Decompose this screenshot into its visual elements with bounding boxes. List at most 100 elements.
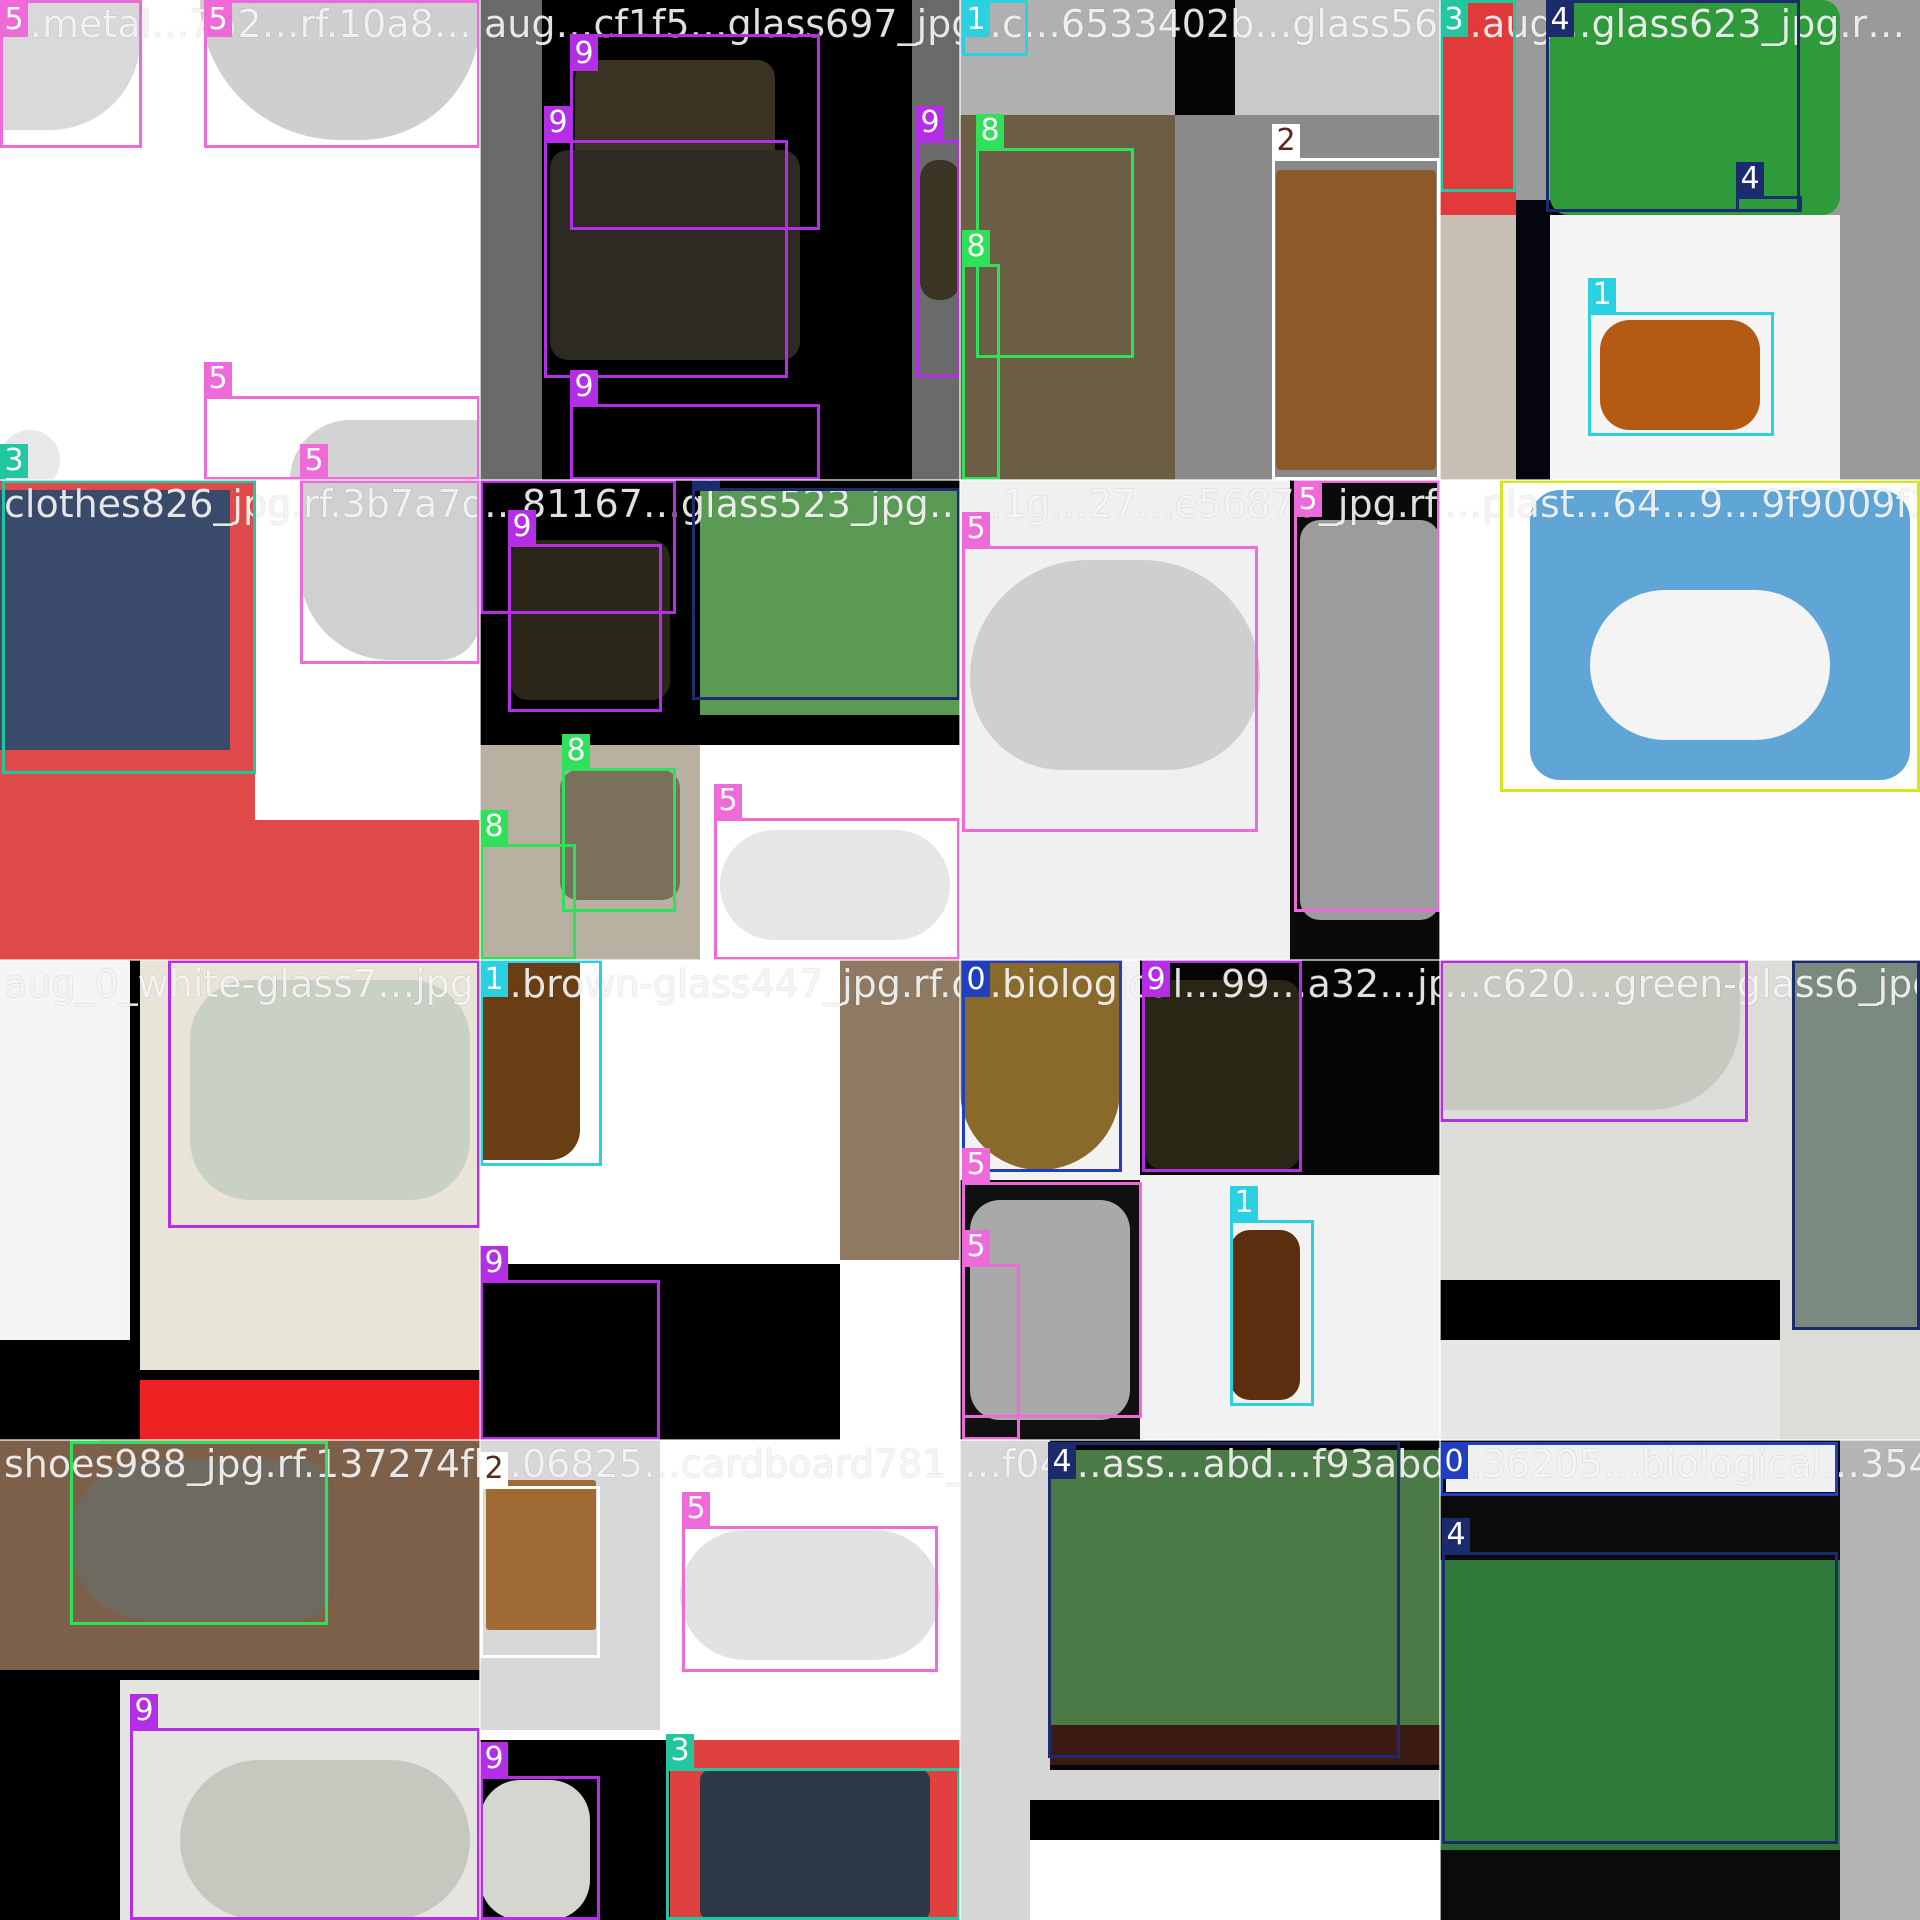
class-label: 5 [204,3,232,37]
black-region [1440,1280,1780,1340]
mosaic-tile: …metal…752…rf.10a8… 5 5 5 5 3 [0,0,480,480]
class-label: 1 [480,963,508,997]
mosaic-tile: …plast…64…9…9f9009f14 7 [1440,480,1920,960]
mosaic-tile: …06825…cardboard781_jpg.rf.ef… 2 5 9 3 [480,1440,960,1920]
class-label: 8 [562,734,590,768]
class-label: 1 [962,3,990,37]
mosaic-tile: …aug…glass623_jpg.r… 3 4 4 1 [1440,0,1920,480]
bbox: 7 [1500,480,1920,792]
class-label: 3 [1440,3,1468,37]
mosaic-tile: …f04…ass…abd…f93abd0431… 4 [960,1440,1440,1920]
white-region [1030,1840,1440,1920]
metal-can-image [1300,520,1440,920]
shelf-region [1050,1725,1440,1765]
class-label: 9 [480,1742,508,1776]
class-label: 8 [962,230,990,264]
bbox: 9 [130,1694,480,1920]
swing-top-bottle-image [1230,1230,1300,1400]
mosaic-tile: aug…cf1f5…glass697_jpg.rf… 9 9 9 9 [480,0,960,480]
glass-image [920,160,960,300]
bbox: 2 [1272,124,1440,480]
class-label: 4 [692,480,720,488]
bbox: 5 [0,0,142,148]
glass-jar-image [180,1760,470,1920]
bbox: 8 [70,1440,328,1625]
gray-region [1235,0,1440,115]
bbox: 1 [1230,1186,1314,1406]
class-label: 4 [1048,1445,1076,1479]
bbox: 9 [508,510,662,712]
bbox: 3 [0,444,28,480]
bbox: 5 [300,480,480,664]
green-glass-image [1795,960,1920,1330]
class-label: 4 [1442,1518,1470,1552]
bbox: 4 [1048,1442,1400,1758]
shoe-image [70,1460,330,1620]
bbox: 3 [2,480,256,774]
class-label: 9 [1142,963,1170,997]
bbox: 9 [168,960,480,1228]
bbox: 3 [1440,0,1516,192]
bbox: 0 [962,960,1122,1172]
mosaic-tile: …c…6533402b…glass567_jpg… 1 8 8 2 [960,0,1440,480]
class-label: 9 [480,1246,508,1280]
bbox: 1 [480,960,602,1166]
bbox: 3 [666,1734,960,1920]
pie-tin-image [680,1530,940,1660]
class-label: 5 [962,1148,990,1182]
red-region [140,1380,480,1440]
glass-jar-image [480,1780,590,1920]
mosaic-tile: …81167…glass523_jpg… 9 9 4 8 8 5 [480,480,960,960]
bbox: 2 [480,1452,600,1658]
grid-line [0,1439,1920,1441]
white-region [1440,1340,1780,1440]
black-region [1030,1800,1440,1840]
bbox: 1 [962,0,1028,56]
shoe-image [560,770,680,900]
cardboard-box-image [486,1480,596,1630]
bbox: 1 [1588,278,1774,436]
class-label: 1 [1588,278,1616,312]
bbox: 9 [1142,960,1302,1172]
class-label: 8 [976,114,1004,148]
class-label: 9 [570,370,598,404]
glass-image [550,150,800,360]
bbox: 5 [962,1230,1020,1440]
bbox: 9 [480,1742,600,1920]
pie-tin-image [300,480,480,660]
mosaic-tile: …biological…99…a32…jpg.rf.65b51ff2… 0 9 … [960,960,1440,1440]
bbox: 9 [480,1246,660,1440]
glass-image [1145,980,1300,1170]
bbox: 4 [1546,0,1800,212]
class-label: 5 [714,784,742,818]
grid-line [0,479,1920,481]
glass-image [510,540,670,700]
class-label: 9 [508,510,536,544]
bbox: 5 [204,362,480,480]
class-label: 4 [1546,3,1574,37]
bbox: 5 [1294,480,1440,912]
class-label: 5 [962,512,990,546]
metal-can-image [970,1200,1130,1420]
bbox: 9 [1440,960,1748,1122]
black-region [480,1264,840,1440]
sand-region [1440,215,1516,480]
bbox: 9 [544,106,788,378]
class-label: 2 [480,1452,508,1486]
shoe-image [960,115,1175,480]
class-label: 5 [204,362,232,396]
class-label: 0 [962,963,990,997]
mosaic-tile: …brown-glass447_jpg.rf.d3b04… 1 9 [480,960,960,1440]
bbox: 4 [1736,162,1802,212]
class-label: 3 [0,444,28,478]
green-bottles-image [700,490,960,715]
black-region [1175,0,1235,115]
class-label: 8 [480,810,508,844]
bbox: 4 [1442,1518,1838,1844]
green-bottles-image [1440,1560,1840,1850]
bbox: 4 [1792,960,1920,1330]
bbox: 5 [682,1492,938,1672]
mosaic-tile: …1g…27…e56870_jpg.rf.b065… 5 5 [960,480,1440,960]
class-label: 9 [130,1694,158,1728]
